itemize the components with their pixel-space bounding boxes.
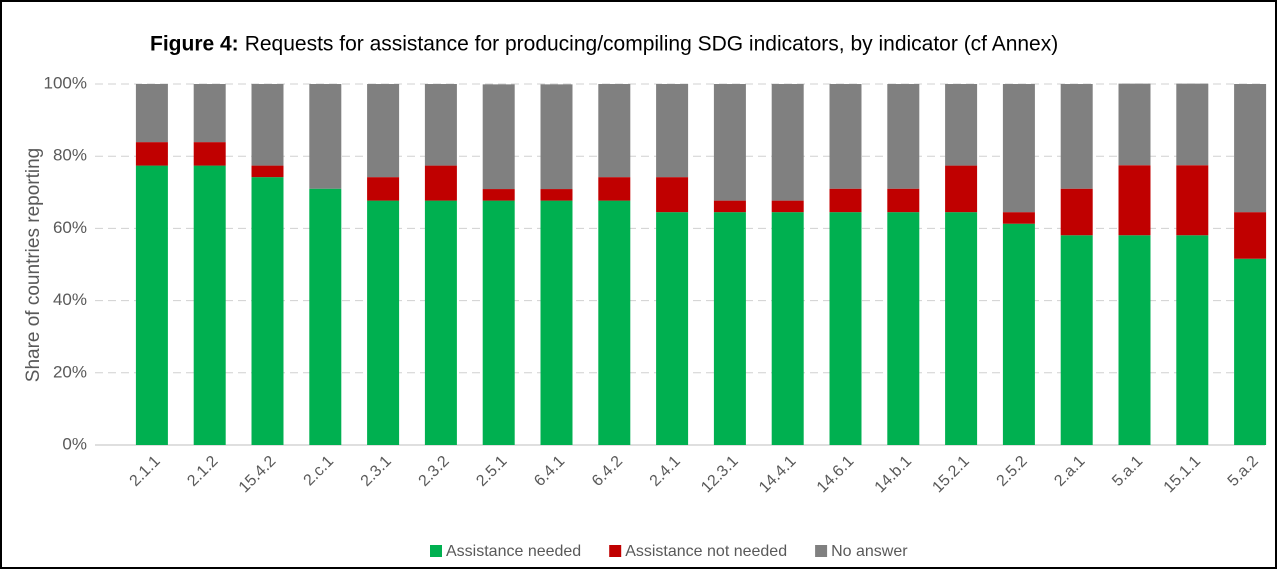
chart-title: Requests for assistance for producing/co… — [245, 33, 1059, 56]
bar-segment — [887, 84, 920, 189]
bar-segment — [193, 84, 226, 143]
bar-segment — [829, 188, 862, 213]
bar-segment — [424, 200, 457, 445]
legend-label: Assistance needed — [446, 543, 581, 560]
bar-segment — [251, 177, 284, 445]
y-tick-label: 80% — [53, 146, 87, 165]
bar-segment — [135, 165, 168, 445]
bar-segment — [829, 212, 862, 445]
bar-segment — [945, 84, 978, 166]
legend-swatch — [609, 545, 622, 557]
bar-segment — [193, 165, 226, 445]
bar-segment — [367, 200, 400, 445]
x-tick-label: 2.4.1 — [647, 453, 684, 490]
bar-segment — [309, 84, 342, 189]
bar-segment — [424, 84, 457, 166]
bar-segment — [656, 212, 689, 445]
bar-segment — [1176, 165, 1209, 236]
x-tick-label: 15.1.1 — [1161, 453, 1205, 497]
x-tick-label: 2.a.1 — [1051, 453, 1088, 490]
x-tick-label: 2.1.2 — [184, 453, 221, 490]
bar-segment — [1176, 83, 1209, 166]
bar-segment — [771, 212, 804, 445]
x-tick-label: 2.3.2 — [416, 453, 453, 490]
bar-segment — [598, 177, 631, 201]
x-tick-label: 14.6.1 — [814, 453, 858, 497]
bar-segment — [367, 177, 400, 201]
x-tick-label: 12.3.1 — [698, 453, 742, 497]
bar-segment — [713, 200, 746, 213]
bar-segment — [540, 200, 573, 445]
bar-segment — [887, 212, 920, 445]
bar-segment — [1176, 235, 1209, 445]
bar-segment — [1060, 84, 1093, 189]
bar-segment — [1234, 258, 1267, 445]
bar-segment — [598, 84, 631, 178]
y-axis-label: Share of countries reporting — [23, 148, 44, 382]
y-tick-label: 20% — [53, 362, 87, 381]
bar-segment — [1118, 235, 1151, 445]
bar-segment — [540, 189, 573, 201]
bar-segment — [1002, 223, 1035, 445]
bar-segment — [540, 84, 573, 190]
bar-segment — [135, 142, 168, 166]
bar-segment — [424, 165, 457, 201]
bar-segment — [1234, 84, 1267, 213]
bar-segment — [193, 142, 226, 166]
y-tick-label: 60% — [53, 218, 87, 237]
bar-segment — [1002, 212, 1035, 224]
bar-segment — [656, 177, 689, 213]
legend-swatch — [430, 545, 442, 557]
y-tick-label: 40% — [53, 290, 87, 309]
x-tick-label: 14.4.1 — [756, 453, 800, 497]
bar-segment — [656, 84, 689, 178]
x-tick-label: 2.1.1 — [127, 453, 164, 490]
legend-swatch — [815, 545, 828, 557]
x-tick-label: 5.a.2 — [1225, 453, 1262, 490]
bar-segment — [771, 84, 804, 201]
bar-segment — [887, 188, 920, 213]
bar-segment — [309, 188, 342, 445]
legend-label: Assistance not needed — [625, 543, 787, 560]
bar-segment — [945, 165, 978, 213]
bar-segment — [482, 84, 515, 190]
bar-segment — [251, 84, 284, 166]
bar-segment — [1118, 165, 1151, 236]
x-tick-label: 6.4.1 — [531, 453, 568, 490]
bar-segment — [482, 189, 515, 201]
x-tick-label: 14.b.1 — [872, 453, 916, 497]
x-tick-label: 2.3.1 — [358, 453, 395, 490]
bar-segment — [482, 200, 515, 445]
bar-segment — [713, 212, 746, 445]
x-tick-label: 2.c.1 — [301, 453, 338, 490]
y-tick-label: 0% — [62, 434, 87, 453]
bar-segment — [1060, 188, 1093, 236]
y-tick-label: 100% — [44, 73, 87, 92]
bar-segment — [713, 84, 746, 201]
bar-segment — [367, 84, 400, 178]
bar-segment — [771, 200, 804, 213]
bar-segment — [829, 84, 862, 189]
x-tick-label: 6.4.2 — [589, 453, 626, 490]
x-tick-label: 15.2.1 — [929, 453, 973, 497]
x-tick-label: 5.a.1 — [1109, 453, 1146, 490]
x-tick-label: 2.5.2 — [994, 453, 1031, 490]
bar-segment — [1118, 83, 1151, 166]
x-tick-label: 15.4.2 — [236, 453, 280, 497]
bar-segment — [945, 212, 978, 445]
bar-segment — [135, 84, 168, 143]
chart-title-label: Figure 4: — [150, 33, 239, 56]
legend-label: No answer — [831, 543, 908, 560]
bar-segment — [251, 165, 284, 178]
bar-segment — [1002, 84, 1035, 213]
bar-segment — [1060, 235, 1093, 445]
bar-segment — [598, 200, 631, 445]
bar-segment — [1234, 212, 1267, 259]
x-tick-label: 2.5.1 — [473, 453, 510, 490]
